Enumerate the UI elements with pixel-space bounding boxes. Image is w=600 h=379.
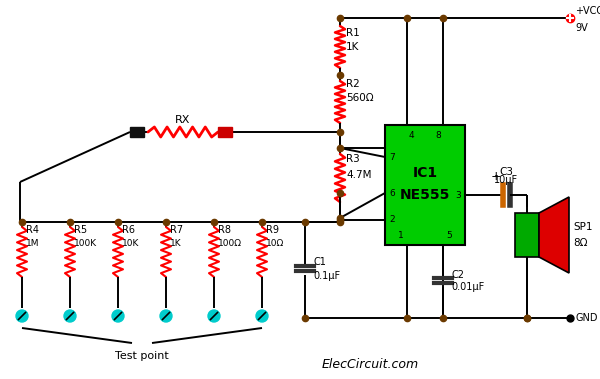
Text: NE555: NE555: [400, 188, 450, 202]
Text: +VCC: +VCC: [575, 6, 600, 16]
Text: IC1: IC1: [412, 166, 437, 180]
Circle shape: [256, 310, 268, 322]
Polygon shape: [539, 197, 569, 273]
Text: R4: R4: [26, 225, 39, 235]
Text: 100Ω: 100Ω: [218, 239, 242, 248]
Circle shape: [112, 310, 124, 322]
Text: R7: R7: [170, 225, 183, 235]
Text: 6: 6: [389, 188, 395, 197]
Text: 10K: 10K: [122, 239, 139, 248]
Text: C3: C3: [499, 167, 513, 177]
Text: 2: 2: [389, 216, 395, 224]
Text: ElecCircuit.com: ElecCircuit.com: [322, 359, 419, 371]
Circle shape: [16, 310, 28, 322]
Text: 0.1μF: 0.1μF: [313, 271, 340, 281]
Bar: [385, 125, 465, 245]
Text: 1M: 1M: [26, 239, 40, 248]
Text: 1K: 1K: [170, 239, 182, 248]
Text: R1: R1: [346, 28, 360, 38]
Text: R2: R2: [346, 79, 360, 89]
Text: 7: 7: [389, 152, 395, 161]
Text: GND: GND: [575, 313, 598, 323]
Text: 4: 4: [409, 131, 415, 140]
Circle shape: [208, 310, 220, 322]
Text: 0.01μF: 0.01μF: [451, 282, 484, 293]
Circle shape: [64, 310, 76, 322]
Text: +: +: [491, 170, 502, 183]
Text: 9V: 9V: [575, 23, 588, 33]
Text: R3: R3: [346, 154, 360, 164]
Text: 3: 3: [455, 191, 461, 199]
Text: R8: R8: [218, 225, 231, 235]
Text: R9: R9: [266, 225, 279, 235]
Text: RX: RX: [175, 115, 191, 125]
Text: 8Ω: 8Ω: [573, 238, 587, 248]
Bar: [130, 127, 144, 137]
Text: 10μF: 10μF: [494, 175, 518, 185]
Text: 100K: 100K: [74, 239, 97, 248]
Text: 8: 8: [435, 131, 441, 140]
Text: R5: R5: [74, 225, 87, 235]
Text: 4.7M: 4.7M: [346, 170, 371, 180]
Text: SP1: SP1: [573, 222, 593, 232]
Text: 560Ω: 560Ω: [346, 93, 374, 103]
Bar: [218, 127, 232, 137]
Text: 5: 5: [446, 231, 452, 240]
Circle shape: [160, 310, 172, 322]
Text: 1K: 1K: [346, 42, 359, 52]
Bar: [515, 213, 539, 257]
Text: C2: C2: [451, 271, 464, 280]
Text: 10Ω: 10Ω: [266, 239, 284, 248]
Text: R6: R6: [122, 225, 135, 235]
Text: Test point: Test point: [115, 351, 169, 361]
Text: 1: 1: [398, 231, 404, 240]
Text: C1: C1: [313, 257, 326, 267]
